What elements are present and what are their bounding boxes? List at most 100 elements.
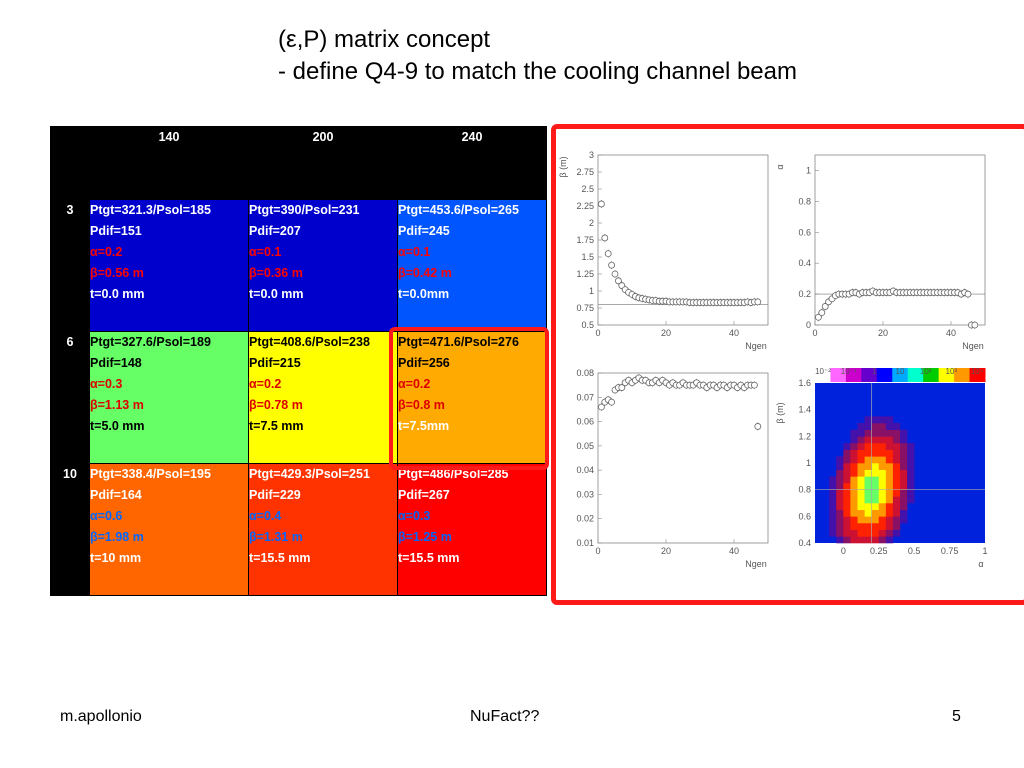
heatmap-cell [878, 429, 887, 437]
ptgt-text: Ptgt=408.6/Psol=238 [249, 335, 370, 349]
heatmap-cell [900, 463, 908, 470]
heatmap-cell [850, 529, 858, 537]
heatmap-cell [829, 516, 837, 524]
heatmap-cell [836, 509, 844, 517]
heatmap-cell [871, 429, 880, 437]
heatmap-cell [843, 456, 851, 464]
epsilon-p-matrix-table: 140 200 240 3 Ptgt=321.3/Psol=185 Pdif=1… [50, 126, 547, 596]
heatmap-cell [836, 483, 844, 490]
heatmap-cell [878, 456, 887, 464]
data-point [601, 234, 609, 242]
colorbar-segment [954, 368, 971, 382]
data-point [814, 313, 822, 321]
y-tick-label: 0.02 [576, 514, 594, 524]
heatmap-cell [857, 469, 865, 477]
heatmap-cell [892, 429, 901, 437]
heatmap-cell [850, 436, 858, 444]
heatmap-cell [843, 536, 851, 544]
y-tick-label: 1.5 [581, 252, 594, 262]
heatmap-cell [885, 469, 894, 477]
heatmap-cell [836, 476, 844, 484]
heatmap-cell [878, 416, 887, 424]
matrix-corner [50, 126, 90, 200]
pdif-text: Pdif=229 [249, 488, 301, 502]
heatmap-cell [843, 483, 851, 490]
y-tick-label: 0.08 [576, 368, 594, 378]
heatmap-cell [871, 489, 880, 497]
x-tick-label: 0.5 [908, 546, 921, 556]
column-header: 140 [89, 126, 249, 200]
row-header: 10 [50, 463, 90, 596]
heatmap-cell [850, 443, 858, 450]
y-tick-label: 0.01 [576, 538, 594, 548]
heatmap-cell [871, 469, 880, 477]
x-tick-label: 1 [982, 546, 987, 556]
heatmap-cell [878, 463, 887, 470]
heatmap-cell [843, 516, 851, 524]
x-axis-label: α [978, 559, 983, 569]
heatmap-cell [857, 503, 865, 510]
heatmap-cell [871, 416, 880, 424]
data-point [615, 277, 622, 285]
alpha-text: α=0.3 [398, 509, 431, 523]
heatmap-cell [850, 516, 858, 524]
heatmap-cell [857, 509, 865, 517]
alpha-text: α=0.3 [90, 377, 123, 391]
heatmap-cell [857, 449, 865, 457]
heatmap-cell [850, 503, 858, 510]
colorbar-segment [845, 368, 862, 382]
pdif-text: Pdif=245 [398, 224, 450, 238]
heatmap-cell [892, 516, 901, 524]
heatmap-cell [871, 523, 880, 530]
heatmap-cell [900, 469, 908, 477]
heatmap-cell [907, 463, 915, 470]
data-point [604, 250, 612, 257]
data-point [598, 200, 605, 208]
beta-text: β=1.25 m [398, 530, 452, 544]
heatmap-cell [878, 449, 887, 457]
beta-text: β=1.31 m [249, 530, 303, 544]
heatmap-cell [885, 429, 894, 437]
heatmap-cell [871, 516, 880, 524]
y-tick-label: 1 [589, 286, 594, 296]
heatmap-cell [843, 496, 851, 504]
heatmap-cell [857, 489, 865, 497]
heatmap-cell [907, 476, 915, 484]
y-tick-label: 0.6 [798, 511, 811, 521]
heatmap-cell [843, 476, 851, 484]
y-tick-label: 0.6 [798, 227, 811, 237]
heatmap-cell [871, 463, 880, 470]
y-tick-label: 1.4 [798, 405, 811, 415]
colorbar-segment [938, 368, 955, 382]
heatmap-cell [857, 456, 865, 464]
colorbar-tick-label: 10⁻¹ [841, 367, 857, 376]
heatmap-cell [843, 469, 851, 477]
y-tick-label: 0.4 [798, 258, 811, 268]
matrix-cell: Ptgt=327.6/Psol=189 Pdif=148 α=0.3 β=1.1… [89, 331, 249, 464]
heatmap-cell [864, 523, 872, 530]
heatmap-cell [850, 489, 858, 497]
heatmap-cell [878, 483, 887, 490]
heatmap-cell [836, 529, 844, 537]
heatmap-cell [836, 463, 844, 470]
heatmap-cell [871, 423, 880, 430]
heatmap-cell [900, 449, 908, 457]
beta-text: β=1.13 m [90, 398, 144, 412]
data-point [750, 381, 758, 389]
y-tick-label: 0.04 [576, 465, 594, 475]
matrix-cell: Ptgt=338.4/Psol=195 Pdif=164 α=0.6 β=1.9… [89, 463, 249, 596]
heatmap-cell [850, 483, 858, 490]
heatmap-cell [850, 449, 858, 457]
heatmap-cell [864, 469, 872, 477]
beta-text: β=0.42 m [398, 266, 452, 280]
alpha-text: α=0.1 [398, 245, 431, 259]
y-tick-label: 1.6 [798, 378, 811, 388]
heatmap-cell [857, 523, 865, 530]
heatmap-cell [885, 443, 894, 450]
ptgt-text: Ptgt=453.6/Psol=265 [398, 203, 519, 217]
heatmap-cell [885, 476, 894, 484]
y-tick-label: 2 [589, 218, 594, 228]
heatmap-cell [871, 443, 880, 450]
heatmap-cell [878, 476, 887, 484]
heatmap-cell [885, 489, 894, 497]
